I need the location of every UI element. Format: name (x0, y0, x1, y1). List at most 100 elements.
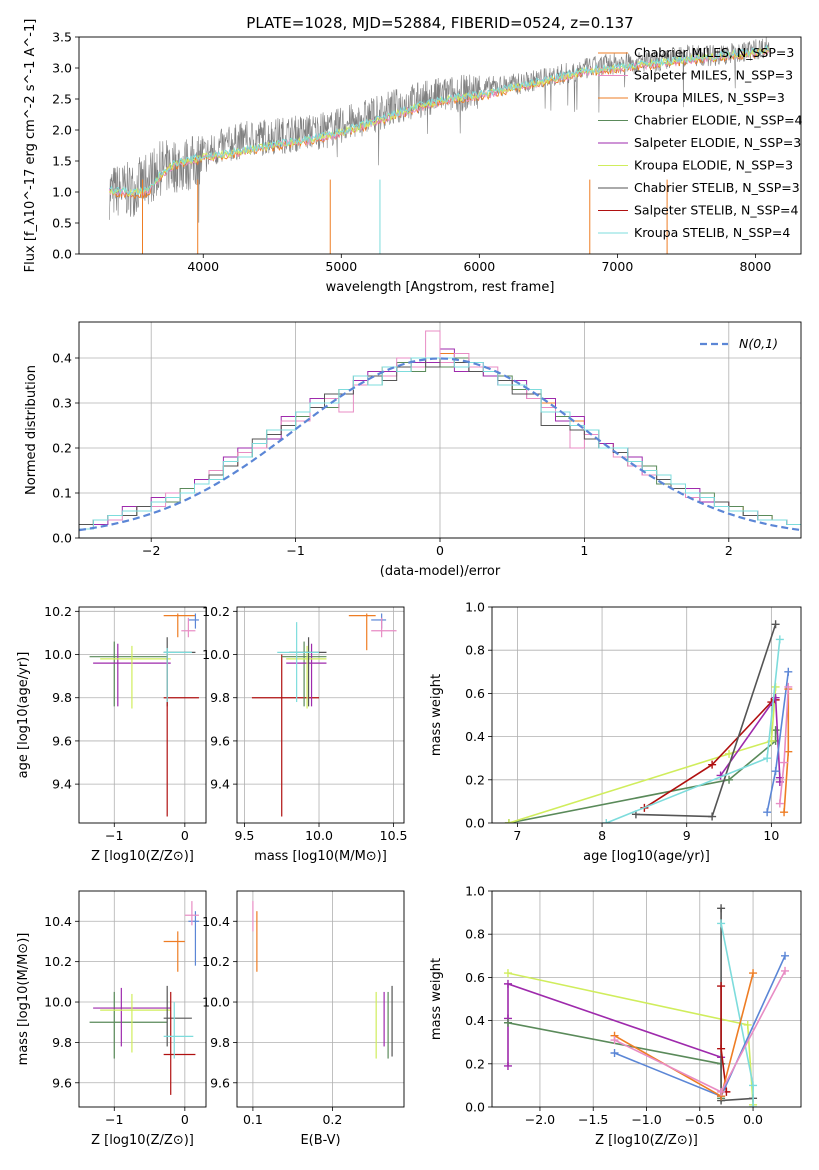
x-tick-label: 8 (598, 828, 606, 843)
plus-marker (602, 819, 611, 823)
panel-2: −1 0 9.4 9.6 9.8 10.0 10.2 Z [log10(Z/Z⊙)] age [… (16, 604, 207, 864)
y-tick-label: 9.8 (210, 690, 230, 705)
x-tick-label: −0.5 (685, 1112, 715, 1127)
legend-label: Kroupa ELODIE, N_SSP=3 (634, 158, 793, 173)
y-tick-label: 10.0 (44, 647, 72, 662)
plus-marker (775, 635, 784, 644)
legend-label: Salpeter MILES, N_SSP=3 (634, 68, 793, 83)
y-axis-label: Normed distribution (24, 365, 39, 495)
x-tick-label: −1 (105, 828, 123, 843)
x-tick-label: 0.0 (743, 1112, 763, 1127)
legend-label: Kroupa MILES, N_SSP=3 (634, 90, 785, 105)
x-tick-label: 2 (725, 543, 733, 558)
x-tick-label: 10.5 (380, 828, 408, 843)
y-tick-label: 1.0 (52, 185, 72, 200)
y-tick-label: 1.0 (465, 884, 485, 899)
x-axis-label: Z [log10(Z/Z⊙)] (91, 849, 194, 864)
x-axis-label: E(B-V) (300, 1133, 340, 1148)
y-tick-label: 0.8 (465, 643, 485, 658)
y-tick-label: 0.2 (465, 1056, 485, 1071)
normal-curve (79, 357, 801, 532)
histogram-step (79, 357, 801, 538)
axes-frame (78, 890, 207, 1108)
panel-0: 4000 5000 6000 7000 8000 0.0 0.5 1.0 1.5 2.0 2.5 3.… (23, 19, 803, 295)
legend-label: Kroupa STELIB, N_SSP=4 (634, 225, 790, 240)
y-axis-label: mass [log10(M/M⊙)] (16, 933, 31, 1066)
panel-4: 7 8 9 10 0.0 0.2 0.4 0.6 0.8 1.0 age [log10(age/yr… (429, 600, 802, 864)
plus-marker (610, 1036, 619, 1045)
y-tick-label: 9.6 (210, 733, 230, 748)
axes-frame (236, 606, 405, 824)
mass-weight-line (643, 699, 776, 809)
y-tick-label: 3.5 (52, 30, 72, 45)
plus-marker (708, 812, 717, 821)
y-tick-label: 10.2 (202, 604, 230, 619)
x-tick-label: −1 (286, 543, 304, 558)
y-tick-label: 0.6 (465, 686, 485, 701)
y-axis-label: Flux [f_λ10^-17 erg cm^-2 s^-1 A^-1] (23, 19, 38, 273)
plus-marker (784, 747, 793, 756)
y-tick-label: 9.6 (52, 1075, 72, 1090)
data-spectrum-line (109, 37, 770, 223)
legend-label: Salpeter STELIB, N_SSP=4 (634, 203, 799, 218)
axes-frame (236, 890, 405, 1108)
panel-1: −2 −1 0 1 2 0.0 0.1 0.2 0.3 0.4 (data-model)/error… (24, 321, 802, 579)
plus-marker (784, 667, 793, 676)
y-tick-label: 10.0 (202, 995, 230, 1010)
x-tick-label: 5000 (325, 259, 357, 274)
x-tick-label: 0.1 (243, 1112, 263, 1127)
plus-marker (503, 1018, 512, 1027)
plus-marker (503, 1061, 512, 1070)
axes-frame (78, 606, 207, 824)
mass-weight-line (508, 686, 777, 823)
plus-marker (781, 951, 790, 960)
axes-frame (491, 606, 802, 824)
mass-weight-line (606, 639, 781, 823)
y-tick-label: 0.8 (465, 927, 485, 942)
y-tick-label: 0.0 (52, 531, 72, 546)
figure-title: PLATE=1028, MJD=52884, FIBERID=0524, z=0… (246, 14, 633, 32)
x-tick-label: 9.5 (235, 828, 255, 843)
y-tick-label: 9.4 (210, 777, 230, 792)
legend-label: Salpeter ELODIE, N_SSP=3 (634, 135, 801, 150)
y-tick-label: 0.3 (52, 396, 72, 411)
plus-marker (763, 808, 772, 817)
plus-marker (717, 982, 726, 991)
x-tick-label: 7000 (601, 259, 633, 274)
plus-marker (749, 969, 758, 978)
model-spectrum-line (109, 44, 769, 196)
y-tick-label: 9.8 (52, 690, 72, 705)
plus-marker (780, 808, 789, 817)
y-tick-label: 0.1 (52, 486, 72, 501)
panel-5: −1 0 9.6 9.8 10.0 10.2 10.4 Z [log10(Z/Z⊙)] mass… (16, 890, 207, 1148)
x-tick-label: −1.0 (631, 1112, 661, 1127)
x-tick-label: 10 (763, 828, 779, 843)
y-tick-label: 3.0 (52, 61, 72, 76)
plus-marker (708, 760, 717, 769)
x-axis-label: Z [log10(Z/Z⊙)] (91, 1133, 194, 1148)
plus-marker (771, 620, 780, 629)
plus-marker (749, 1103, 758, 1107)
model-spectrum-line (109, 47, 769, 197)
y-tick-label: 0.4 (52, 351, 72, 366)
plus-marker (771, 767, 780, 776)
axes-frame (78, 321, 802, 539)
x-tick-label: −2.0 (525, 1112, 555, 1127)
x-tick-label: 9 (683, 828, 691, 843)
y-axis-label: age [log10(age/yr)] (16, 652, 31, 779)
plus-marker (717, 1044, 726, 1053)
y-tick-label: 10.4 (202, 914, 230, 929)
mass-weight-line (614, 972, 754, 1098)
plus-marker (743, 1020, 752, 1029)
plus-marker (503, 969, 512, 978)
y-tick-label: 0.5 (52, 216, 72, 231)
y-tick-label: 0.0 (465, 1100, 485, 1115)
plus-marker (781, 966, 790, 975)
plus-marker (717, 919, 726, 928)
y-tick-label: 0.0 (465, 816, 485, 831)
y-tick-label: 10.2 (44, 954, 72, 969)
x-tick-label: 6000 (463, 259, 495, 274)
y-axis-label: mass weight (429, 674, 444, 756)
panel-3: 9.5 10.0 10.5 9.4 9.6 9.8 10.0 10.2 mass [log10(… (202, 604, 407, 864)
x-tick-label: −1.5 (578, 1112, 608, 1127)
